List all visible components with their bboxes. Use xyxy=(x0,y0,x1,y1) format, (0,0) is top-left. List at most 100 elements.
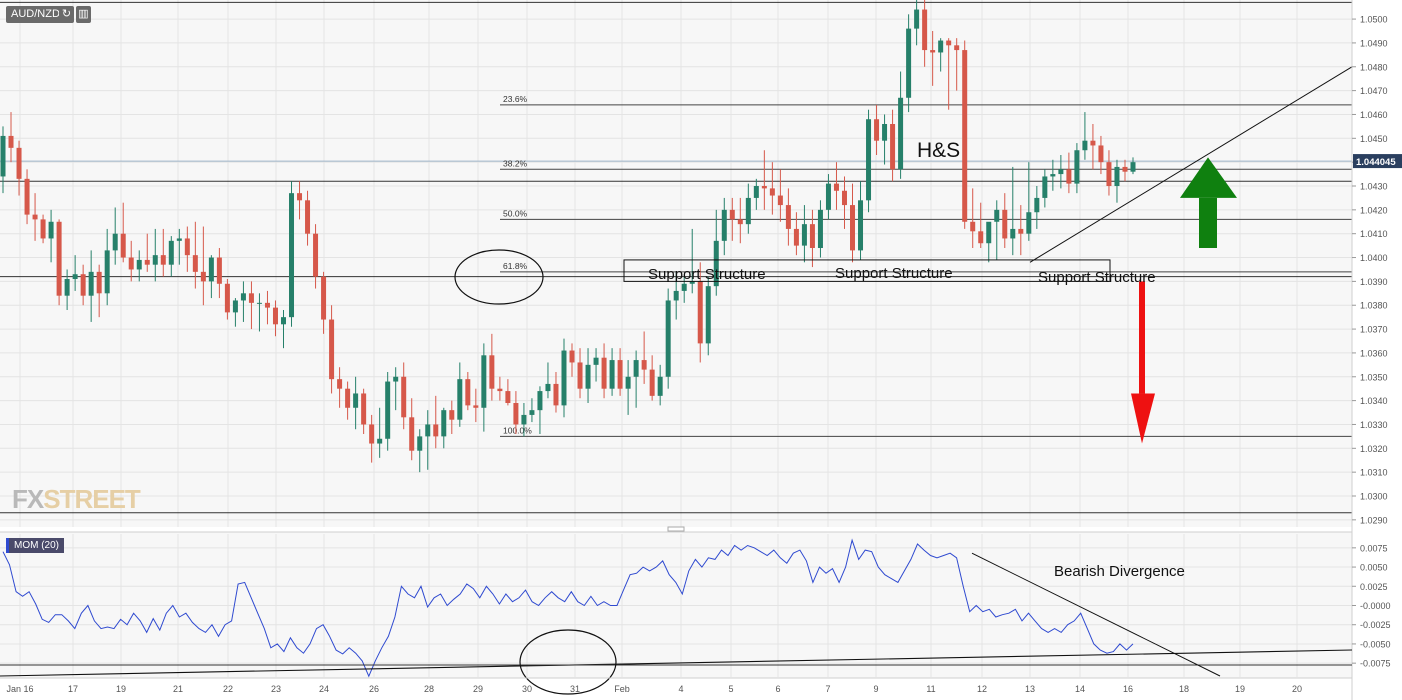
candle-body xyxy=(1114,166,1120,186)
date-tick-label: 20 xyxy=(1292,684,1302,694)
candle-body xyxy=(176,238,182,241)
date-tick-label: 12 xyxy=(977,684,987,694)
candle-body xyxy=(914,9,920,29)
date-tick-label: 28 xyxy=(424,684,434,694)
candle-body xyxy=(1010,228,1016,239)
candle-body xyxy=(930,50,936,53)
candle-body xyxy=(441,410,447,437)
up-arrow-head xyxy=(1180,157,1237,198)
momentum-tick-label: 0.0050 xyxy=(1360,563,1388,573)
candle-body xyxy=(1002,209,1008,239)
bar-chart-icon[interactable]: ▥ xyxy=(76,6,91,23)
candle-body xyxy=(1050,174,1056,177)
candle-body xyxy=(601,357,607,389)
candle-body xyxy=(793,228,799,246)
candle-body xyxy=(673,290,679,301)
candle-body xyxy=(425,424,431,437)
candle-body xyxy=(168,240,174,265)
candle-body xyxy=(721,209,727,241)
candle-body xyxy=(729,209,735,220)
candle-body xyxy=(785,205,791,229)
candle-body xyxy=(697,281,703,344)
price-tick-label: 1.0360 xyxy=(1360,348,1388,358)
candle-body xyxy=(817,209,823,248)
candle-body xyxy=(449,410,455,420)
candle-body xyxy=(753,186,759,198)
price-tick-label: 1.0490 xyxy=(1360,38,1388,48)
candle-body xyxy=(248,293,254,303)
date-axis[interactable]: Jan 16 17 19 21 22 23 24 26 28 29 30 31 Feb 4 5 6 7 9 11 12… xyxy=(0,677,1352,694)
candle-body xyxy=(120,233,126,258)
date-tick-label: 31 xyxy=(570,684,580,694)
candle-body xyxy=(890,124,896,170)
price-tick-label: 1.0480 xyxy=(1360,62,1388,72)
date-tick-label: 16 xyxy=(1123,684,1133,694)
candle-body xyxy=(737,219,743,225)
date-tick-label: 24 xyxy=(319,684,329,694)
momentum-tick-label: -0.0050 xyxy=(1360,639,1391,649)
support-label-1: Support Structure xyxy=(648,266,766,283)
momentum-tick-label: -0.0025 xyxy=(1360,620,1391,630)
date-tick-label: 30 xyxy=(522,684,532,694)
date-tick-label: 22 xyxy=(223,684,233,694)
candle-body xyxy=(1082,140,1088,151)
candle-body xyxy=(946,40,952,46)
candle-body xyxy=(866,119,872,201)
candle-body xyxy=(457,379,463,420)
candle-body xyxy=(216,257,222,284)
candle-body xyxy=(609,360,615,389)
price-axis[interactable]: 1.0500 1.0490 1.0480 1.0470 1.0460 1.0450 1.04… xyxy=(1351,0,1402,700)
refresh-icon[interactable]: ↻ xyxy=(59,6,74,23)
candle-body xyxy=(850,205,856,251)
candle-body xyxy=(96,271,102,294)
candle-body xyxy=(681,283,687,291)
symbol-badge[interactable]: AUD/NZD xyxy=(6,6,65,23)
momentum-axis[interactable]: 0.0075 0.0050 0.0025 -0.0000 -0.0025 -0.0050 -… xyxy=(0,526,1391,669)
candle-body xyxy=(978,231,984,244)
price-tick-label: 1.0380 xyxy=(1360,301,1388,311)
price-tick-label: 1.0400 xyxy=(1360,253,1388,263)
candle-body xyxy=(417,436,423,451)
candle-body xyxy=(481,355,487,408)
candle-body xyxy=(289,193,295,318)
price-tick-label: 1.0500 xyxy=(1360,15,1388,25)
fib-61-circle xyxy=(454,249,544,305)
candle-body xyxy=(841,190,847,206)
date-tick-label: 29 xyxy=(473,684,483,694)
candle-body xyxy=(401,376,407,418)
candle-body xyxy=(465,379,471,406)
price-tick-label: 1.0340 xyxy=(1360,396,1388,406)
fib-label: 23.6% xyxy=(503,94,528,104)
price-tick-label: 1.0300 xyxy=(1360,492,1388,502)
candle-body xyxy=(80,274,86,296)
candle-body xyxy=(521,414,527,425)
support-label-2: Support Structure xyxy=(835,265,953,282)
down-arrow-shaft xyxy=(1139,281,1145,394)
candle-body xyxy=(577,362,583,389)
neckline-trendline xyxy=(1029,66,1353,263)
date-tick-label: 26 xyxy=(369,684,379,694)
momentum-tick-label: -0.0075 xyxy=(1360,659,1391,669)
candle-body xyxy=(745,197,751,225)
price-tick-label: 1.0460 xyxy=(1360,110,1388,120)
candle-body xyxy=(874,119,880,141)
date-tick-label: 6 xyxy=(775,684,780,694)
hs-label: H&S xyxy=(917,139,960,162)
candle-body xyxy=(545,383,551,392)
price-tick-label: 1.0350 xyxy=(1360,372,1388,382)
candle-body xyxy=(56,221,62,296)
date-tick-label: 11 xyxy=(926,684,935,694)
candle-body xyxy=(1034,197,1040,213)
candle-body xyxy=(858,200,864,251)
panel-resize-handle xyxy=(667,526,685,532)
candle-body xyxy=(16,147,22,179)
candle-body xyxy=(200,271,206,282)
candle-body xyxy=(1058,169,1064,175)
momentum-tick-label: -0.0000 xyxy=(1360,601,1391,611)
date-tick-label: 17 xyxy=(68,684,78,694)
date-tick-label: Jan 16 xyxy=(6,684,33,694)
candle-body xyxy=(88,271,94,296)
candle-body xyxy=(617,360,623,389)
indicator-label[interactable]: MOM (20) xyxy=(6,538,64,553)
candle-body xyxy=(0,135,6,177)
